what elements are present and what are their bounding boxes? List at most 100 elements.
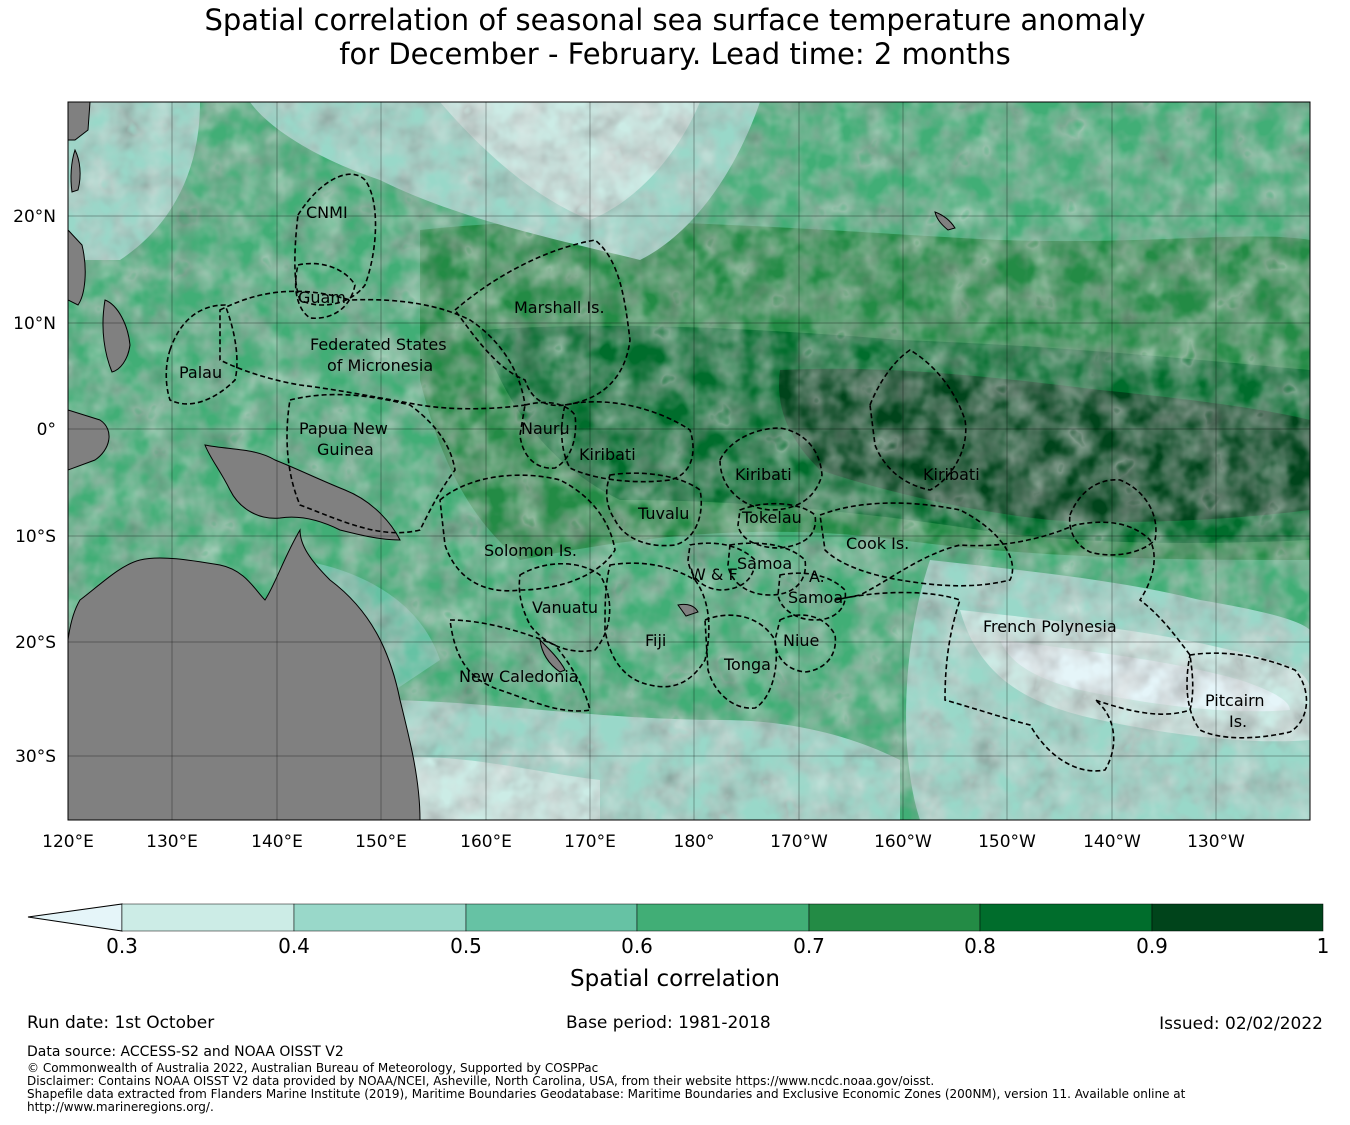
taiwan-land [68,102,91,141]
fiji-land [677,603,699,617]
label-guam: Guam [298,288,346,307]
mindanao-land [102,299,131,373]
eez-french-polynesia [834,521,1194,772]
eez-niue [774,614,837,673]
region-labels: CNMI Guam Marshall Is. Federated States … [179,203,1265,731]
colorbar-tick-label: 0.9 [1136,934,1168,958]
eez-cook-north [819,502,1014,587]
label-american-samoa-line-1: A. [809,567,825,586]
label-wallis-futuna: W & F [690,565,738,584]
lat-tick-label: 0° [37,420,56,440]
shapefile-url: http://www.marineregions.org/. [27,1100,214,1114]
eez-nauru [519,401,577,469]
chart-title-line-2: for December - February. Lead time: 2 mo… [339,37,1011,71]
colorbar-segment [121,903,295,932]
map-field [68,102,1310,820]
colorbar-title: Spatial correlation [570,966,780,992]
colorbar-tick-label: 0.6 [621,934,653,958]
philippines-north-land [68,229,86,306]
lat-tick-label: 20°S [15,633,56,653]
eez-boundaries [165,173,1308,772]
colorbar-tick-label: 0.3 [106,934,138,958]
label-png-line-1: Papua New [299,419,388,438]
eez-american-samoa [777,572,847,621]
label-american-samoa-line-2: Samoa [788,588,843,607]
eez-marquesas [1068,479,1157,556]
lat-tick-label: 30°S [15,747,56,767]
lon-tick-label: 130°E [146,832,198,852]
label-kiribati-line: Kiribati [923,465,980,484]
label-fiji: Fiji [645,631,666,650]
lon-tick-label: 140°E [251,832,303,852]
colorbar-segment [465,903,638,932]
lon-tick-label: 180° [674,832,715,852]
colorbar-tick-label: 0.4 [278,934,310,958]
colorbar-tick-label: 0.5 [450,934,482,958]
label-kiribati-phoenix: Kiribati [735,465,792,484]
label-french-polynesia: French Polynesia [983,617,1117,636]
issued-date: Issued: 02/02/2022 [1159,1014,1323,1034]
data-source: Data source: ACCESS-S2 and NOAA OISST V2 [27,1044,344,1060]
label-fsm-line-1: Federated States [310,335,447,354]
lon-tick-labels: 120°E 130°E 140°E 150°E 160°E 170°E 180°… [42,832,1245,852]
colorbar-tick-label: 1 [1317,934,1330,958]
colorbar-extend-arrow [27,903,123,932]
colorbar-tick-label: 0.7 [793,934,825,958]
colorbar: 0.3 0.4 0.5 0.6 0.7 0.8 0.9 1 Spatial co… [27,903,1330,992]
eez-kiribati-line [869,349,967,491]
graticule [68,102,1310,820]
label-nauru: Nauru [521,419,570,438]
eez-cnmi [294,173,377,306]
colorbar-segment [808,903,981,932]
label-cook-islands: Cook Is. [846,534,909,553]
eez-kiribati-phoenix [719,427,823,511]
eez-wallis-futuna [687,542,756,591]
colorbar-segment [1151,903,1324,932]
eez-tokelau [737,502,817,549]
australia-land [68,528,421,820]
lon-tick-label: 160°W [874,832,932,852]
lat-tick-label: 10°S [15,527,56,547]
eez-new-caledonia [449,619,591,712]
eez-kiribati-gilbert [560,401,694,483]
lon-tick-label: 170°E [564,832,616,852]
taiwan-island [70,148,81,193]
base-period: Base period: 1981-2018 [566,1013,771,1033]
label-niue: Niue [783,631,819,650]
eez-samoa [727,542,807,596]
label-palau: Palau [179,363,222,382]
lat-tick-label: 10°N [13,314,56,334]
label-fsm-line-2: of Micronesia [327,356,433,375]
label-samoa: Samoa [737,554,792,573]
lon-tick-label: 150°W [978,832,1036,852]
hawaii-land [934,211,956,231]
eez-vanuatu [518,562,611,652]
eez-pitcairn [1186,652,1308,739]
label-pitcairn-line-2: Is. [1229,712,1247,731]
lon-tick-label: 170°W [770,832,828,852]
lon-tick-label: 160°E [460,832,512,852]
run-date: Run date: 1st October [27,1013,215,1033]
new-guinea-land [204,444,401,541]
correlation-map: CNMI Guam Marshall Is. Federated States … [13,101,1330,992]
eez-solomon [439,474,616,592]
label-tokelau: Tokelau [741,508,802,527]
label-pitcairn-line-1: Pitcairn [1205,691,1265,710]
eez-png [286,393,456,534]
map-frame [67,101,1311,821]
chart-title-line-1: Spatial correlation of seasonal sea surf… [204,3,1146,37]
colorbar-tick-label: 0.8 [964,934,996,958]
lon-tick-label: 130°W [1187,832,1245,852]
label-kiribati-gilbert: Kiribati [579,445,636,464]
label-cnmi: CNMI [306,203,348,222]
borneo-land [68,409,110,471]
lat-tick-labels: 20°N 10°N 0° 10°S 20°S 30°S [13,207,56,767]
label-marshall-islands: Marshall Is. [514,298,605,317]
disclaimer: Disclaimer: Contains NOAA OISST V2 data … [27,1074,935,1088]
lon-tick-label: 150°E [355,832,407,852]
label-png-line-2: Guinea [317,440,374,459]
colorbar-segment [293,903,467,932]
copyright: © Commonwealth of Australia 2022, Austra… [27,1061,599,1075]
eez-guam [294,262,356,320]
label-solomon-islands: Solomon Is. [484,541,577,560]
